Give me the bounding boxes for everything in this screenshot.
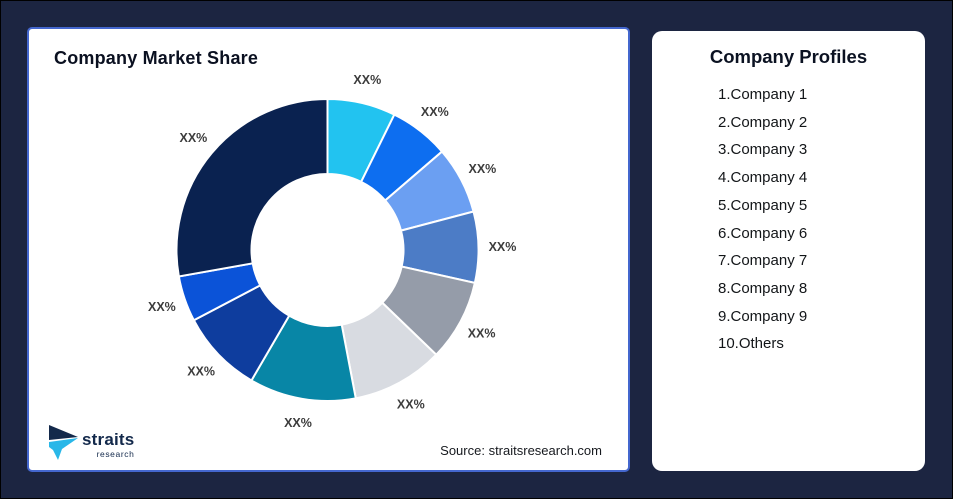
segment-label: XX% — [421, 105, 449, 119]
segment-label: XX% — [284, 416, 312, 430]
profile-list-item: 2.Company 2 — [718, 113, 808, 131]
segment-label: XX% — [353, 73, 381, 87]
source-note: Source: straitsresearch.com — [440, 443, 602, 458]
logo-shape-cyan — [49, 438, 78, 460]
logo-name: straits — [82, 430, 135, 449]
straits-logo-icon — [49, 425, 78, 460]
profile-list-item: 10.Others — [718, 335, 784, 353]
donut-chart: XX% XX% XX% XX% XX% XX% XX% XX% XX% XX% — [148, 73, 517, 430]
profile-list-item: 9.Company 9 — [718, 307, 808, 325]
logo-subtitle: research — [96, 449, 135, 459]
profile-list-item: 8.Company 8 — [718, 279, 808, 297]
profile-list-item: 1.Company 1 — [718, 86, 808, 103]
profile-list-item: 3.Company 3 — [718, 141, 808, 159]
segment-label: XX% — [180, 131, 208, 145]
profiles-card: Company Profiles 1.Company 1 2.Company 2 3… — [652, 31, 925, 471]
logo-shape-navy — [49, 425, 78, 440]
segment-label: XX% — [469, 162, 497, 176]
profile-list-item: 5.Company 5 — [718, 196, 808, 214]
market-share-card: Company Market Share XX% XX% XX% XX% XX% XX% X… — [27, 27, 630, 472]
straits-logo: straits research — [49, 425, 134, 461]
profiles-title: Company Profiles — [709, 46, 868, 67]
profile-list-item: 6.Company 6 — [718, 224, 808, 242]
segment-label: XX% — [187, 365, 215, 379]
profile-list-item: 4.Company 4 — [718, 169, 808, 187]
profiles-list: 1.Company 1 2.Company 2 3.Company 3 4.Compa… — [652, 81, 925, 358]
profile-list-item: 7.Company 7 — [718, 252, 808, 270]
segment-label: XX% — [397, 397, 425, 411]
chart-title: Company Market Share — [54, 48, 259, 68]
segment-label: XX% — [489, 240, 517, 254]
segment-label: XX% — [468, 326, 496, 340]
segment-label: XX% — [148, 300, 176, 314]
donut-segment — [175, 97, 329, 278]
logo-text: straits research — [82, 431, 134, 459]
